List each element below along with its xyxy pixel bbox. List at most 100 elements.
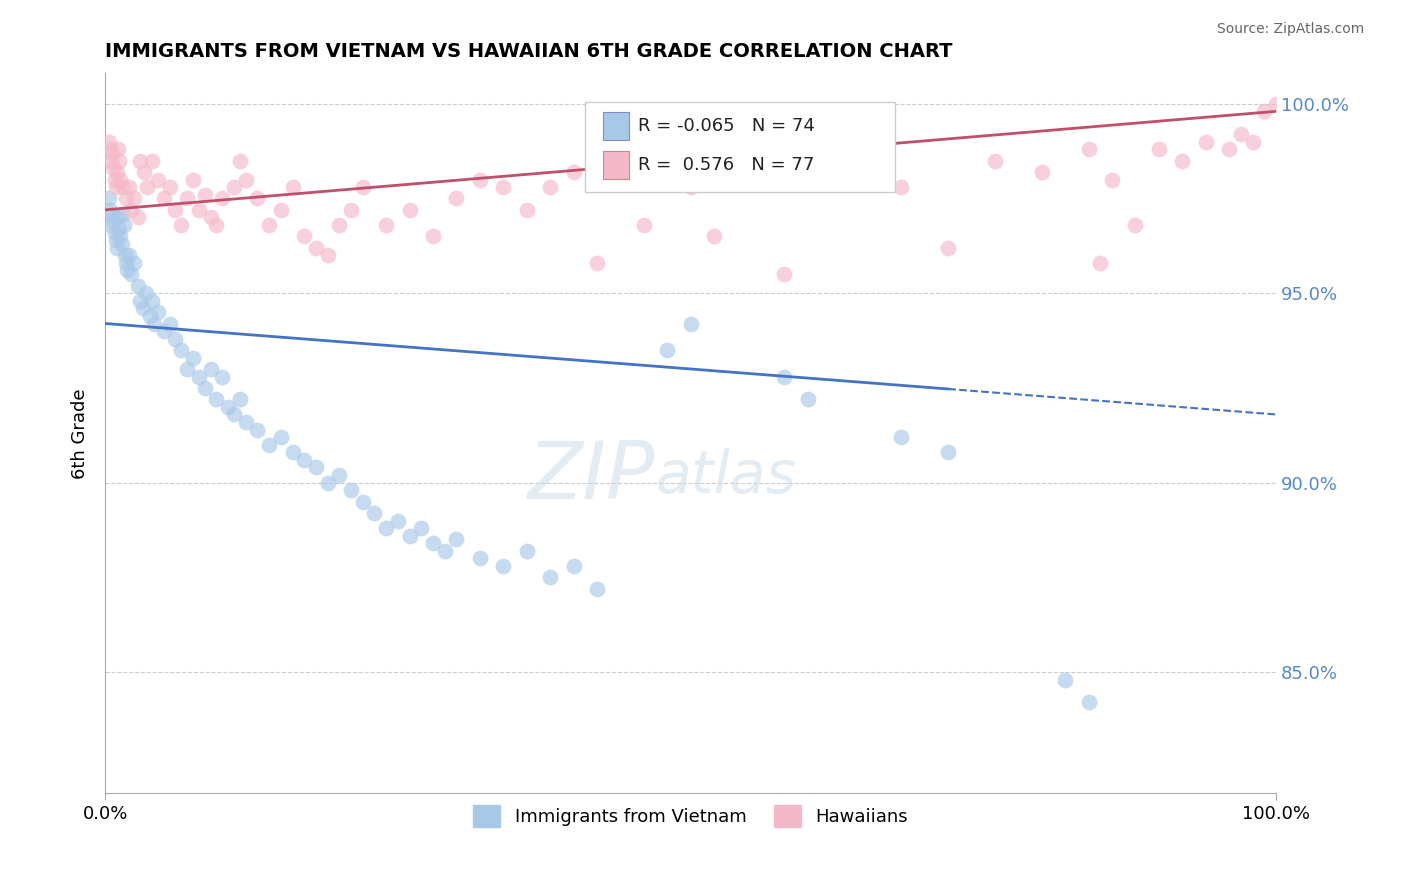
Point [516, 202, 538, 217]
Point [387, 514, 409, 528]
Point [1101, 172, 1123, 186]
Point [103, 172, 125, 186]
Point [235, 172, 257, 186]
Point [516, 544, 538, 558]
Point [281, 180, 304, 194]
Point [235, 415, 257, 429]
Point [340, 483, 363, 498]
Point [101, 206, 124, 220]
Point [1230, 127, 1253, 141]
Point [194, 187, 217, 202]
Text: IMMIGRANTS FROM VIETNAM VS HAWAIIAN 6TH GRADE CORRELATION CHART: IMMIGRANTS FROM VIETNAM VS HAWAIIAN 6TH … [105, 42, 953, 61]
Point [270, 202, 292, 217]
Point [107, 142, 129, 156]
Point [98, 202, 121, 217]
Point [205, 218, 228, 232]
Point [117, 180, 139, 194]
Point [170, 343, 193, 357]
Point [117, 263, 139, 277]
Point [143, 317, 166, 331]
Point [135, 286, 157, 301]
Point [111, 206, 134, 220]
Point [115, 256, 138, 270]
Y-axis label: 6th Grade: 6th Grade [72, 388, 89, 479]
Point [107, 211, 129, 225]
Point [422, 229, 444, 244]
Legend: Immigrants from Vietnam, Hawaiians: Immigrants from Vietnam, Hawaiians [467, 798, 915, 835]
Point [200, 211, 222, 225]
Point [1241, 135, 1264, 149]
Point [305, 460, 328, 475]
Point [110, 236, 132, 251]
Point [103, 214, 125, 228]
Point [773, 267, 796, 281]
Point [129, 293, 152, 308]
Point [890, 430, 912, 444]
Point [110, 172, 132, 186]
Point [114, 248, 136, 262]
Point [165, 202, 187, 217]
Point [110, 229, 132, 244]
Point [1125, 218, 1147, 232]
Point [352, 494, 374, 508]
Point [316, 248, 339, 262]
Point [187, 369, 209, 384]
Point [101, 146, 124, 161]
Point [229, 392, 252, 407]
Point [633, 218, 655, 232]
Point [120, 267, 142, 281]
Point [211, 191, 233, 205]
Point [100, 153, 122, 168]
Point [328, 218, 350, 232]
Point [1054, 673, 1077, 687]
Point [562, 165, 585, 179]
Point [292, 229, 315, 244]
Point [1031, 165, 1053, 179]
Point [292, 453, 315, 467]
Point [222, 408, 245, 422]
Point [657, 343, 679, 357]
Point [398, 529, 420, 543]
Text: ZIP: ZIP [529, 438, 655, 516]
Point [375, 218, 398, 232]
Point [108, 221, 131, 235]
Point [222, 180, 245, 194]
Point [281, 445, 304, 459]
Text: atlas: atlas [655, 448, 796, 505]
Point [936, 445, 959, 459]
Point [890, 180, 912, 194]
Point [340, 202, 363, 217]
Point [422, 536, 444, 550]
Point [112, 218, 135, 232]
Point [146, 172, 169, 186]
Point [100, 218, 122, 232]
Point [194, 381, 217, 395]
Point [328, 468, 350, 483]
Point [104, 233, 127, 247]
Point [127, 278, 149, 293]
Point [375, 521, 398, 535]
Point [679, 317, 702, 331]
Point [1195, 135, 1218, 149]
Point [165, 332, 187, 346]
Point [176, 362, 198, 376]
Point [205, 392, 228, 407]
Point [132, 165, 155, 179]
Point [1147, 142, 1170, 156]
Point [492, 180, 515, 194]
Point [124, 256, 146, 270]
Point [1253, 104, 1275, 119]
Point [97, 135, 120, 149]
Point [1171, 153, 1194, 168]
Point [176, 191, 198, 205]
Point [984, 153, 1007, 168]
Point [136, 180, 159, 194]
Point [246, 423, 269, 437]
Point [352, 180, 374, 194]
Point [538, 570, 561, 584]
Point [124, 191, 146, 205]
Point [217, 400, 239, 414]
Bar [603, 112, 628, 140]
Point [411, 521, 433, 535]
Point [117, 248, 139, 262]
